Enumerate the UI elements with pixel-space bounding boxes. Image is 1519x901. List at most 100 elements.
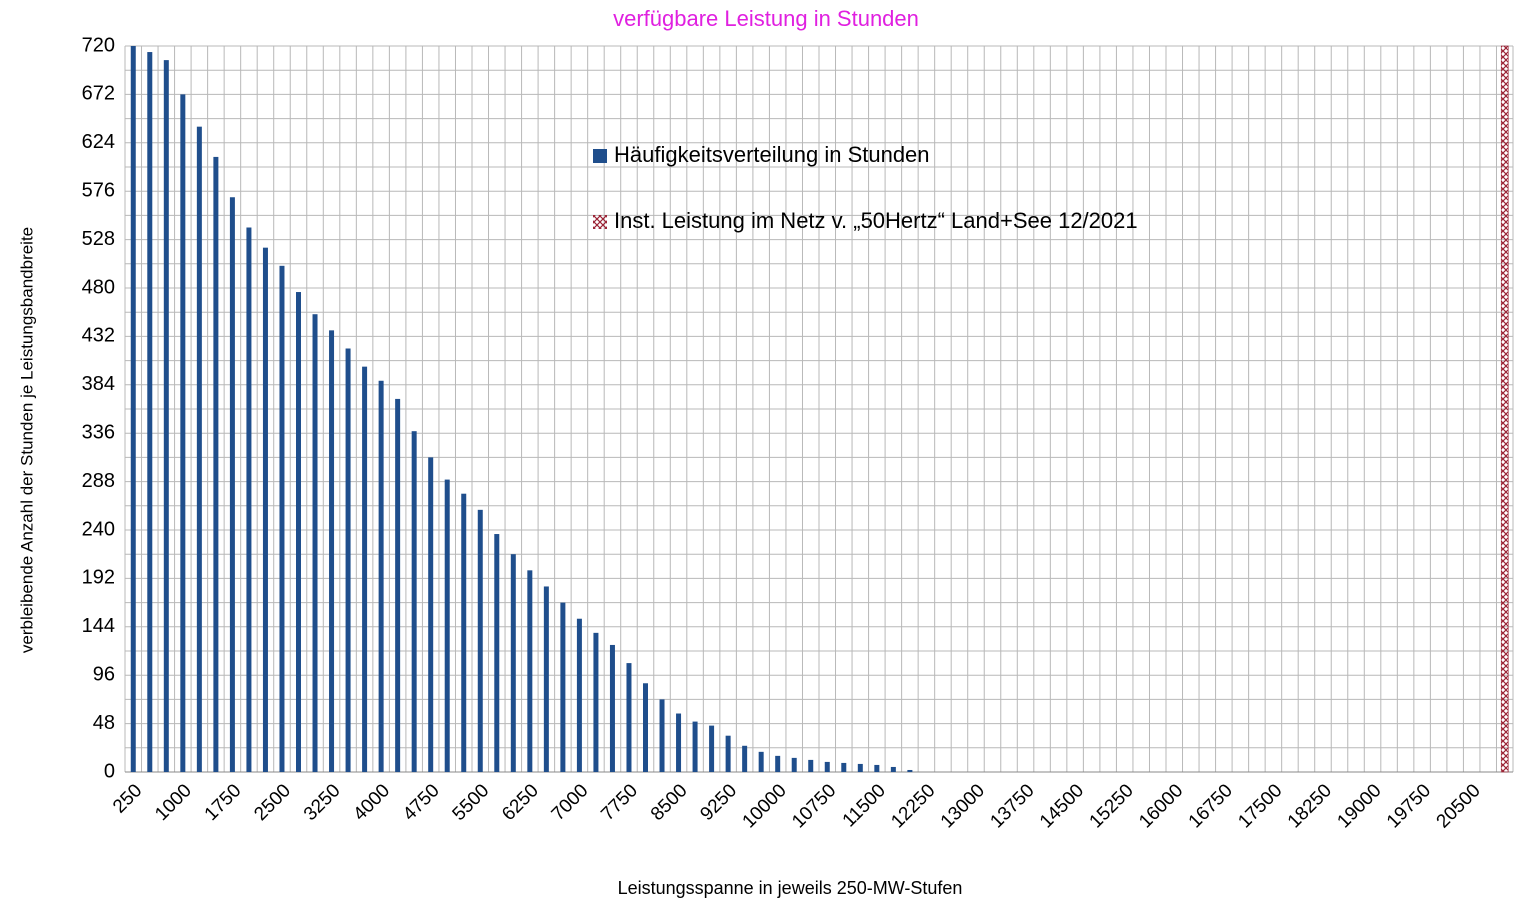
bar <box>841 762 847 772</box>
y-tick-label: 528 <box>82 228 115 250</box>
x-tick-label: 1000 <box>151 780 196 825</box>
bar <box>395 398 401 772</box>
y-tick-label: 432 <box>82 325 115 347</box>
x-tick-label: 13000 <box>937 780 989 832</box>
bar <box>725 735 731 772</box>
bar <box>246 227 252 772</box>
x-tick-label: 2500 <box>250 780 295 825</box>
y-tick-label: 624 <box>82 131 115 153</box>
bar <box>428 457 434 772</box>
x-tick-label: 11500 <box>839 780 890 831</box>
legend-swatch <box>593 149 607 163</box>
bar <box>824 761 830 772</box>
legend-label: Inst. Leistung im Netz v. „50Hertz“ Land… <box>614 208 1138 233</box>
y-axis-label: verbleibende Anzahl der Stunden je Leist… <box>17 227 36 653</box>
legend-label: Häufigkeitsverteilung in Stunden <box>614 142 930 167</box>
bar <box>874 764 880 772</box>
x-tick-label: 6250 <box>498 780 543 825</box>
bar <box>362 366 368 772</box>
x-tick-label: 4750 <box>399 780 444 825</box>
legend-swatch <box>593 215 607 229</box>
y-tick-label: 48 <box>93 712 115 734</box>
bar <box>560 602 566 772</box>
bar <box>857 763 863 772</box>
x-tick-label: 7000 <box>548 780 593 825</box>
x-tick-label: 5500 <box>449 780 494 825</box>
bar <box>890 766 896 772</box>
bar <box>477 509 483 772</box>
bar <box>808 759 814 772</box>
y-tick-label: 0 <box>104 760 115 782</box>
bar <box>775 755 781 772</box>
x-tick-label: 20500 <box>1433 780 1485 832</box>
bar <box>130 46 136 772</box>
y-tick-label: 336 <box>82 421 115 443</box>
bar <box>461 493 467 772</box>
bar <box>180 94 186 772</box>
x-tick-label: 15250 <box>1086 780 1138 832</box>
bar <box>709 725 715 772</box>
bar <box>147 52 153 773</box>
y-tick-label: 480 <box>82 276 115 298</box>
x-tick-label: 19000 <box>1333 780 1385 832</box>
x-tick-label: 19750 <box>1383 780 1435 832</box>
bar <box>296 292 301 772</box>
y-tick-label: 96 <box>93 663 115 685</box>
bar <box>213 156 219 772</box>
bar <box>692 721 698 772</box>
bar <box>742 745 748 772</box>
x-tick-label: 10000 <box>739 780 791 832</box>
bar <box>312 314 318 772</box>
bar <box>609 644 615 772</box>
chart-title: verfügbare Leistung in Stunden <box>613 6 919 31</box>
bar <box>510 554 516 772</box>
x-tick-label: 17500 <box>1234 780 1286 832</box>
x-tick-label: 14500 <box>1036 780 1088 832</box>
bar <box>758 751 764 772</box>
bar <box>1500 45 1509 773</box>
bar <box>907 769 913 772</box>
bar <box>279 265 285 772</box>
bar <box>345 348 351 772</box>
x-tick-label: 16750 <box>1185 780 1237 832</box>
bar <box>329 330 335 772</box>
y-tick-label: 144 <box>82 615 115 637</box>
bar <box>791 757 797 772</box>
bar <box>163 60 169 773</box>
x-tick-label: 10750 <box>788 780 840 832</box>
x-tick-label: 4000 <box>349 780 394 825</box>
x-tick-label: 1750 <box>201 780 246 825</box>
bar <box>229 197 235 772</box>
bar <box>411 431 417 772</box>
x-tick-label: 13750 <box>986 780 1038 832</box>
x-tick-label: 8500 <box>647 780 692 825</box>
bar <box>444 479 450 772</box>
y-tick-label: 384 <box>82 373 115 395</box>
bar <box>659 699 665 772</box>
x-tick-label: 18250 <box>1284 780 1336 832</box>
bar <box>626 663 632 772</box>
bar <box>262 247 268 772</box>
bar <box>593 632 599 772</box>
y-tick-label: 720 <box>82 34 115 56</box>
bar <box>494 534 500 772</box>
y-tick-label: 240 <box>82 518 115 540</box>
bar <box>378 380 384 772</box>
y-tick-label: 192 <box>82 567 115 589</box>
x-tick-label: 7750 <box>597 780 642 825</box>
x-tick-label: 9250 <box>696 780 741 825</box>
bar <box>543 586 549 772</box>
bar <box>576 618 582 772</box>
bar <box>196 126 202 772</box>
x-tick-label: 250 <box>109 780 146 817</box>
y-tick-label: 576 <box>82 179 115 201</box>
y-tick-label: 672 <box>82 83 115 105</box>
bar <box>643 683 648 772</box>
x-tick-label: 3250 <box>300 780 345 825</box>
bar <box>676 713 682 772</box>
y-tick-label: 288 <box>82 470 115 492</box>
x-tick-label: 12250 <box>887 780 939 832</box>
x-axis-label: Leistungsspanne in jeweils 250-MW-Stufen <box>618 878 963 898</box>
